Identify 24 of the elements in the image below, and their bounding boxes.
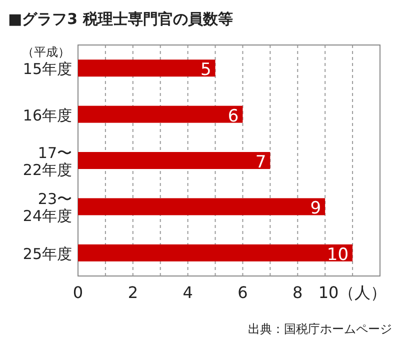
bar: [78, 106, 243, 123]
x-tick-label: 10（人）: [318, 283, 387, 302]
data-label: 5: [200, 60, 212, 80]
bar: [78, 152, 270, 169]
data-label: 10: [326, 244, 349, 265]
bar: [78, 198, 326, 216]
data-label: 7: [255, 152, 266, 172]
text: （平成）: [22, 45, 70, 60]
y-tick-label: 25年度: [22, 244, 72, 263]
bar: [78, 244, 353, 262]
chart-title: ■グラフ3 税理士専門官の員数等: [8, 10, 233, 28]
x-tick-label: 2: [128, 283, 138, 302]
y-tick-label: 15年度: [22, 60, 72, 78]
data-label: 6: [228, 106, 239, 126]
bar: [78, 60, 216, 77]
source-note: 出典：国税庁ホームページ: [248, 322, 392, 336]
y-tick-label: 23〜 24年度: [22, 190, 72, 226]
y-tick-label: 17〜 22年度: [22, 144, 72, 179]
x-tick-label: 0: [72, 283, 84, 302]
x-tick-label: 8: [292, 283, 303, 302]
data-label: 9: [310, 198, 322, 219]
y-tick-label: 16年度: [22, 106, 72, 124]
x-tick-label: 6: [238, 283, 248, 302]
x-tick-label: 4: [182, 283, 193, 302]
